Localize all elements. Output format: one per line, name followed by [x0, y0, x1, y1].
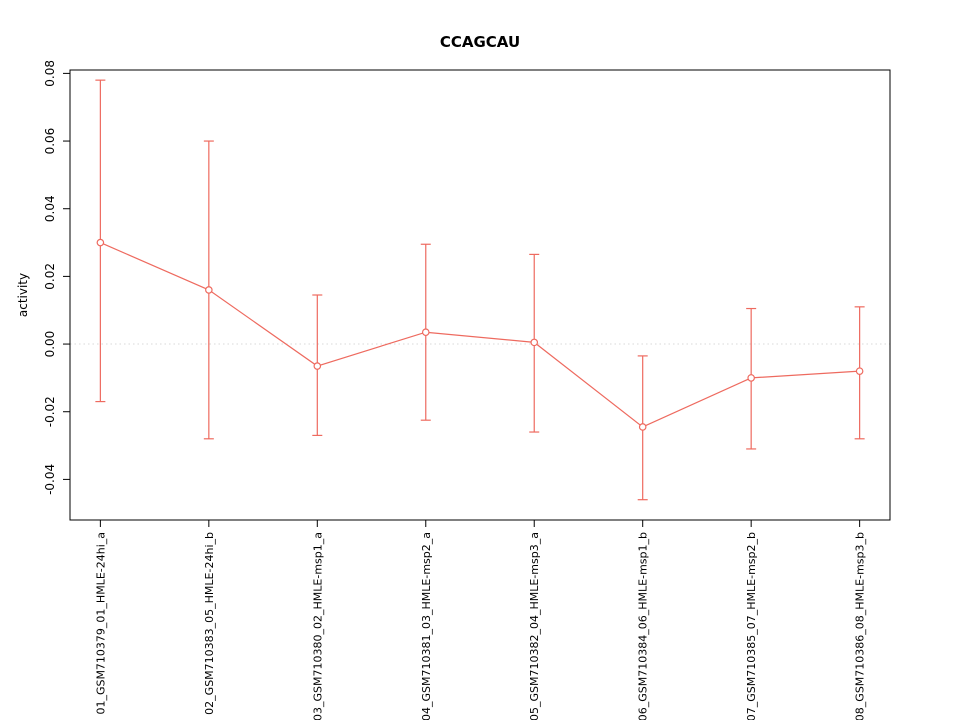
data-point — [530, 338, 539, 347]
data-point — [638, 423, 647, 431]
y-axis-tick-label: -0.04 — [43, 464, 57, 495]
plot-area: -0.04 -0.02 0.00 0.02 0.04 0.06 0.08 01_GSM7103… — [43, 60, 891, 720]
x-axis-tick-label: 05_GSM710382_04_HMLE-msp3_a — [528, 532, 541, 720]
x-axis-tick-label: 04_GSM710381_03_HMLE-msp2_a — [420, 532, 433, 720]
series-line — [100, 242, 860, 428]
data-point — [855, 367, 864, 375]
y-axis-tick-label: 0.00 — [43, 331, 57, 358]
data-point — [205, 286, 213, 294]
chart-title: CCAGCAU — [440, 33, 520, 51]
y-axis-tick-label: 0.08 — [43, 60, 57, 87]
data-point — [313, 362, 322, 370]
y-axis-tick-label: -0.02 — [43, 396, 57, 427]
data-point — [96, 238, 105, 247]
y-axis-tick-label: 0.04 — [43, 195, 57, 222]
x-axis-tick-label: 01_GSM710379_01_HMLE-24hi_a — [94, 532, 107, 715]
x-axis-tick-label: 02_GSM710383_05_HMLE-24hi_b — [203, 532, 216, 715]
x-axis-tick-label: 06_GSM710384_06_HMLE-msp1_b — [637, 532, 650, 720]
y-axis-label: activity — [16, 273, 30, 317]
data-point — [421, 328, 430, 337]
x-axis-tick-label: 08_GSM710386_08_HMLE-msp3_b — [854, 532, 867, 720]
plot-border — [69, 69, 891, 521]
y-axis-tick-label: 0.02 — [43, 263, 57, 290]
data-point — [747, 374, 755, 382]
x-axis-tick-label: 03_GSM710380_02_HMLE-msp1_a — [311, 532, 324, 720]
x-axis-tick-label: 07_GSM710385_07_HMLE-msp2_b — [745, 532, 758, 720]
y-axis-tick-label: 0.06 — [43, 128, 57, 155]
